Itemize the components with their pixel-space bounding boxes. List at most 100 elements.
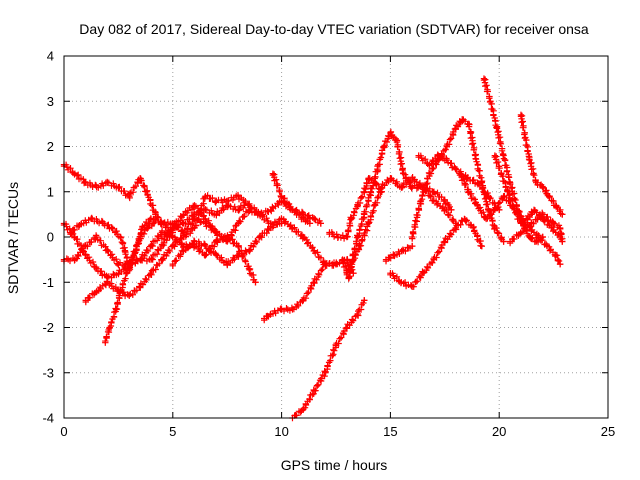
data-point <box>356 242 364 250</box>
data-point <box>532 179 540 186</box>
data-point <box>300 211 307 218</box>
data-point <box>108 224 116 232</box>
data-point <box>435 156 442 164</box>
series-arc-15 <box>382 242 416 265</box>
data-point <box>530 206 538 214</box>
data-point <box>213 229 220 236</box>
data-point <box>478 179 485 186</box>
data-point <box>398 184 405 191</box>
data-point <box>398 279 405 286</box>
data-point <box>532 238 540 245</box>
data-point <box>93 233 100 241</box>
data-point <box>374 165 381 173</box>
data-point <box>126 193 133 200</box>
data-point <box>348 215 355 223</box>
x-tick-label: 25 <box>601 424 615 439</box>
data-point <box>71 233 79 241</box>
data-point <box>522 134 529 141</box>
data-point <box>278 306 285 313</box>
data-point <box>441 206 448 214</box>
data-point <box>452 224 459 232</box>
data-point <box>317 220 324 227</box>
data-point <box>443 143 451 150</box>
data-point <box>539 211 546 218</box>
data-point <box>491 224 499 232</box>
data-point <box>354 310 361 318</box>
data-point <box>269 170 277 177</box>
data-point <box>441 238 448 245</box>
data-point <box>408 283 416 290</box>
series-arc-23 <box>506 209 566 247</box>
data-point <box>408 233 416 241</box>
data-point <box>500 152 507 159</box>
data-point <box>267 310 274 318</box>
data-point <box>300 233 307 241</box>
data-point <box>169 224 176 232</box>
data-point <box>158 242 166 250</box>
data-point <box>500 193 507 200</box>
y-tick-label: 3 <box>47 94 54 109</box>
data-point <box>387 174 394 182</box>
data-point <box>491 152 499 159</box>
data-point <box>430 256 438 263</box>
data-point <box>367 188 375 195</box>
data-point <box>136 256 144 263</box>
data-point <box>241 202 248 209</box>
data-point <box>426 161 433 168</box>
data-point <box>419 270 427 277</box>
data-point <box>180 233 187 241</box>
data-point <box>311 387 318 395</box>
data-point <box>267 224 274 232</box>
y-tick-label: 4 <box>47 49 54 64</box>
data-point <box>245 265 253 272</box>
data-point <box>224 260 231 268</box>
data-point <box>524 215 531 223</box>
series-arc-9 <box>260 259 340 324</box>
data-point <box>169 260 176 268</box>
data-point <box>130 251 137 259</box>
data-point <box>136 283 144 290</box>
data-point <box>474 202 481 209</box>
data-point <box>115 270 122 277</box>
data-point <box>224 238 231 245</box>
data-point <box>321 260 329 268</box>
data-point <box>121 247 129 254</box>
data-point <box>426 170 433 177</box>
data-point <box>147 256 155 263</box>
data-point <box>256 233 264 241</box>
data-point <box>152 211 159 218</box>
data-point <box>78 220 85 227</box>
data-point <box>441 197 448 204</box>
data-point <box>408 242 416 250</box>
data-point <box>443 156 451 164</box>
data-point <box>517 111 525 119</box>
data-point <box>117 233 124 241</box>
data-point <box>300 297 307 304</box>
data-point <box>332 342 340 349</box>
data-point <box>82 242 89 250</box>
data-point <box>354 202 361 209</box>
data-point <box>147 270 155 277</box>
data-point <box>106 324 113 331</box>
data-point <box>350 256 357 263</box>
data-point <box>452 165 459 173</box>
data-point <box>289 224 296 232</box>
y-tick-label: 2 <box>47 139 54 154</box>
data-point <box>339 256 346 263</box>
data-point <box>71 256 79 263</box>
data-point <box>461 215 468 223</box>
x-tick-label: 5 <box>169 424 176 439</box>
data-point <box>559 238 566 245</box>
data-point <box>278 215 285 223</box>
data-point <box>202 206 209 214</box>
data-point <box>382 256 390 263</box>
series-arc-12 <box>326 174 385 242</box>
data-point <box>104 179 111 186</box>
data-point <box>180 247 187 254</box>
data-point <box>213 197 220 204</box>
data-point <box>526 233 533 241</box>
data-point <box>126 292 133 300</box>
data-point <box>82 179 89 186</box>
series-markers <box>517 112 566 218</box>
data-point <box>300 405 307 413</box>
